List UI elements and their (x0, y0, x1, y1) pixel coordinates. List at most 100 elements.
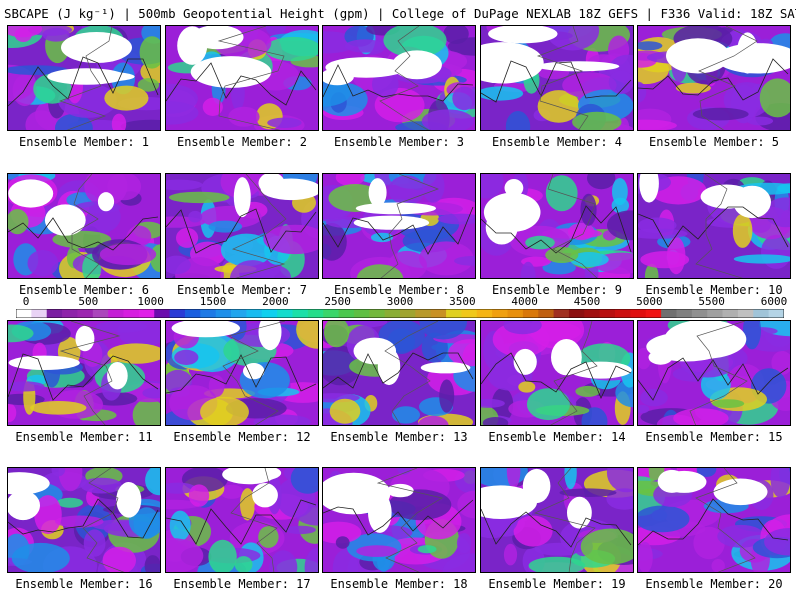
map-title: SBCAPE (J kg⁻¹) | 500mb Geopotential Hei… (4, 6, 796, 21)
colorbar-swatch (184, 309, 201, 318)
colorbar-tick-label: 4500 (573, 295, 601, 308)
colorbar-swatch (522, 309, 539, 318)
colorbar-swatch (768, 309, 784, 318)
colorbar-swatch (292, 309, 309, 318)
member-label-11: Ensemble Member: 11 (15, 430, 153, 444)
member-label-15: Ensemble Member: 15 (645, 430, 783, 444)
member-label-17: Ensemble Member: 17 (173, 577, 311, 591)
colorbar-swatch (492, 309, 508, 318)
member-map-10 (637, 173, 791, 279)
member-map-14 (480, 320, 634, 426)
member-label-10: Ensemble Member: 10 (645, 283, 783, 297)
member-map-1 (7, 25, 161, 131)
colorbar-swatch (737, 309, 754, 318)
colorbar-swatch (77, 309, 94, 318)
colorbar-swatch (707, 309, 723, 318)
colorbar-tick-label: 3000 (386, 295, 414, 308)
colorbar-swatch (154, 309, 170, 318)
member-map-18 (322, 467, 476, 573)
colorbar-swatch (16, 309, 32, 318)
colorbar-tick-label: 2500 (324, 295, 351, 308)
member-label-5: Ensemble Member: 5 (648, 135, 780, 149)
colorbar-swatch (630, 309, 647, 318)
member-label-18: Ensemble Member: 18 (330, 577, 468, 591)
colorbar-swatch (430, 309, 447, 318)
colorbar-swatch (415, 309, 432, 318)
colorbar-swatch (92, 309, 109, 318)
sbcape-colorbar (16, 309, 784, 318)
member-map-8 (322, 173, 476, 279)
member-label-6: Ensemble Member: 6 (18, 283, 150, 297)
member-label-1: Ensemble Member: 1 (18, 135, 150, 149)
member-label-16: Ensemble Member: 16 (15, 577, 153, 591)
member-map-13 (322, 320, 476, 426)
colorbar-swatch (553, 309, 570, 318)
colorbar-tick-label: 0 (22, 295, 30, 308)
member-map-7 (165, 173, 319, 279)
colorbar-tick-label: 5000 (636, 295, 663, 308)
colorbar-tick-label: 5500 (698, 295, 725, 308)
member-map-11 (7, 320, 161, 426)
colorbar-swatch (123, 309, 140, 318)
member-map-20 (637, 467, 791, 573)
member-label-13: Ensemble Member: 13 (330, 430, 468, 444)
colorbar-swatch (338, 309, 355, 318)
member-map-15 (637, 320, 791, 426)
colorbar-swatch (369, 309, 386, 318)
colorbar-tick-label: 500 (78, 295, 99, 308)
member-label-4: Ensemble Member: 4 (491, 135, 623, 149)
member-label-3: Ensemble Member: 3 (333, 135, 465, 149)
member-label-14: Ensemble Member: 14 (488, 430, 626, 444)
member-label-19: Ensemble Member: 19 (488, 577, 626, 591)
colorbar-swatch (446, 309, 462, 318)
member-map-17 (165, 467, 319, 573)
member-map-6 (7, 173, 161, 279)
colorbar-swatch (31, 309, 48, 318)
colorbar-swatch (62, 309, 78, 318)
colorbar-swatch (645, 309, 662, 318)
member-label-12: Ensemble Member: 12 (173, 430, 311, 444)
colorbar-swatch (384, 309, 401, 318)
member-label-9: Ensemble Member: 9 (491, 283, 623, 297)
colorbar-swatch (261, 309, 278, 318)
colorbar-swatch (138, 309, 155, 318)
member-map-9 (480, 173, 634, 279)
colorbar-tick-label: 1000 (137, 295, 164, 308)
member-label-2: Ensemble Member: 2 (176, 135, 308, 149)
member-map-5 (637, 25, 791, 131)
colorbar-swatch (476, 309, 493, 318)
colorbar-swatch (691, 309, 708, 318)
colorbar-swatch (353, 309, 370, 318)
colorbar-swatch (46, 309, 63, 318)
colorbar-swatch (676, 309, 693, 318)
member-label-20: Ensemble Member: 20 (645, 577, 783, 591)
colorbar-swatch (615, 309, 631, 318)
colorbar-swatch (200, 309, 217, 318)
colorbar-swatch (246, 309, 263, 318)
colorbar-swatch (599, 309, 616, 318)
colorbar-swatch (277, 309, 293, 318)
colorbar-tick-label: 3500 (449, 295, 476, 308)
member-map-4 (480, 25, 634, 131)
colorbar-swatch (722, 309, 739, 318)
colorbar-tick-label: 6000 (760, 295, 788, 308)
colorbar-swatch (169, 309, 186, 318)
member-map-19 (480, 467, 634, 573)
colorbar-swatch (461, 309, 478, 318)
colorbar-tick-label: 4000 (511, 295, 538, 308)
member-label-7: Ensemble Member: 7 (176, 283, 308, 297)
colorbar-swatch (661, 309, 677, 318)
member-map-12 (165, 320, 319, 426)
colorbar-swatch (584, 309, 601, 318)
colorbar-swatch (108, 309, 124, 318)
colorbar-tick-label: 2000 (262, 295, 289, 308)
colorbar-swatch (323, 309, 339, 318)
colorbar-swatch (400, 309, 416, 318)
colorbar-swatch (507, 309, 524, 318)
colorbar-swatch (215, 309, 232, 318)
colorbar-swatch (538, 309, 554, 318)
member-map-2 (165, 25, 319, 131)
colorbar-swatch (231, 309, 247, 318)
member-map-3 (322, 25, 476, 131)
colorbar-tick-label: 1500 (199, 295, 227, 308)
